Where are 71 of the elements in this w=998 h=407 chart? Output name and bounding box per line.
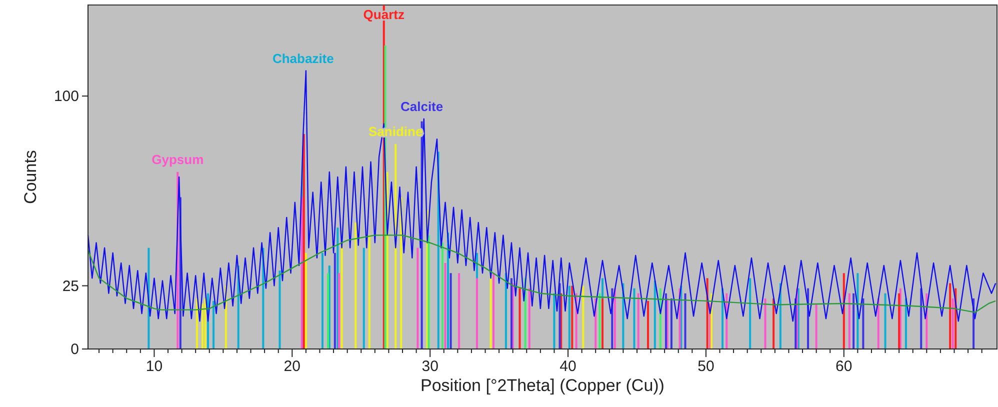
bar — [518, 288, 521, 349]
bar — [340, 242, 343, 349]
bar — [582, 286, 584, 349]
text: Chabazite — [272, 50, 334, 66]
bar — [490, 273, 492, 349]
bar — [321, 252, 324, 349]
series-label: Gypsum — [152, 152, 204, 167]
bar — [553, 293, 556, 349]
bar — [862, 298, 864, 349]
bar — [196, 298, 198, 349]
bar — [528, 288, 530, 349]
bar — [302, 134, 305, 349]
x-tick-label: 30 — [422, 358, 438, 375]
bar — [368, 235, 370, 349]
bar — [510, 278, 512, 349]
bar — [354, 222, 357, 349]
bar — [338, 273, 340, 349]
bar — [212, 300, 215, 349]
bar — [815, 303, 818, 349]
bar — [394, 144, 397, 349]
series-label: Calcite — [400, 98, 444, 114]
bar — [637, 293, 640, 349]
bar — [772, 298, 775, 349]
bar — [558, 283, 561, 349]
bar — [204, 298, 206, 349]
bar — [602, 298, 604, 349]
bar — [476, 278, 478, 349]
bar — [670, 298, 672, 349]
x-tick-label: 60 — [836, 358, 852, 375]
bar — [647, 300, 650, 349]
bar — [362, 248, 365, 349]
bar — [492, 273, 495, 349]
bar — [300, 197, 303, 349]
bar — [444, 263, 446, 349]
bar — [304, 252, 307, 349]
x-tick-label: 40 — [560, 358, 576, 375]
bar — [278, 270, 281, 349]
y-tick-label: 25 — [62, 278, 79, 295]
bar — [898, 293, 900, 349]
bar — [416, 248, 419, 349]
bar — [654, 280, 656, 349]
bar — [571, 286, 574, 349]
line-series — [87, 234, 996, 313]
bar — [450, 273, 452, 349]
line-series — [87, 70, 996, 322]
bar — [949, 283, 952, 349]
x-tick-label: 10 — [146, 358, 163, 375]
bar — [327, 273, 330, 349]
bar — [441, 242, 444, 349]
x-tick-label: 50 — [698, 358, 714, 375]
bar — [598, 293, 601, 349]
bar — [684, 293, 686, 349]
bar — [458, 273, 460, 349]
y-tick-label: 100 — [54, 88, 79, 106]
bar — [952, 298, 954, 349]
bar — [664, 293, 667, 349]
bar — [749, 278, 752, 349]
bar — [920, 288, 922, 349]
x-tick-label: 20 — [284, 358, 300, 375]
y-tick-label: 0 — [70, 341, 79, 358]
bar — [884, 293, 886, 349]
x-axis-title: Position [°2Theta] (Copper (Cu)) — [420, 376, 664, 395]
bar — [614, 288, 616, 349]
bar — [848, 293, 850, 349]
bar — [852, 293, 855, 349]
bar — [428, 235, 430, 349]
bar — [568, 286, 570, 349]
bar — [334, 252, 336, 349]
y-axis-title: Counts — [21, 150, 40, 204]
bar — [764, 298, 766, 349]
bar — [633, 288, 636, 349]
